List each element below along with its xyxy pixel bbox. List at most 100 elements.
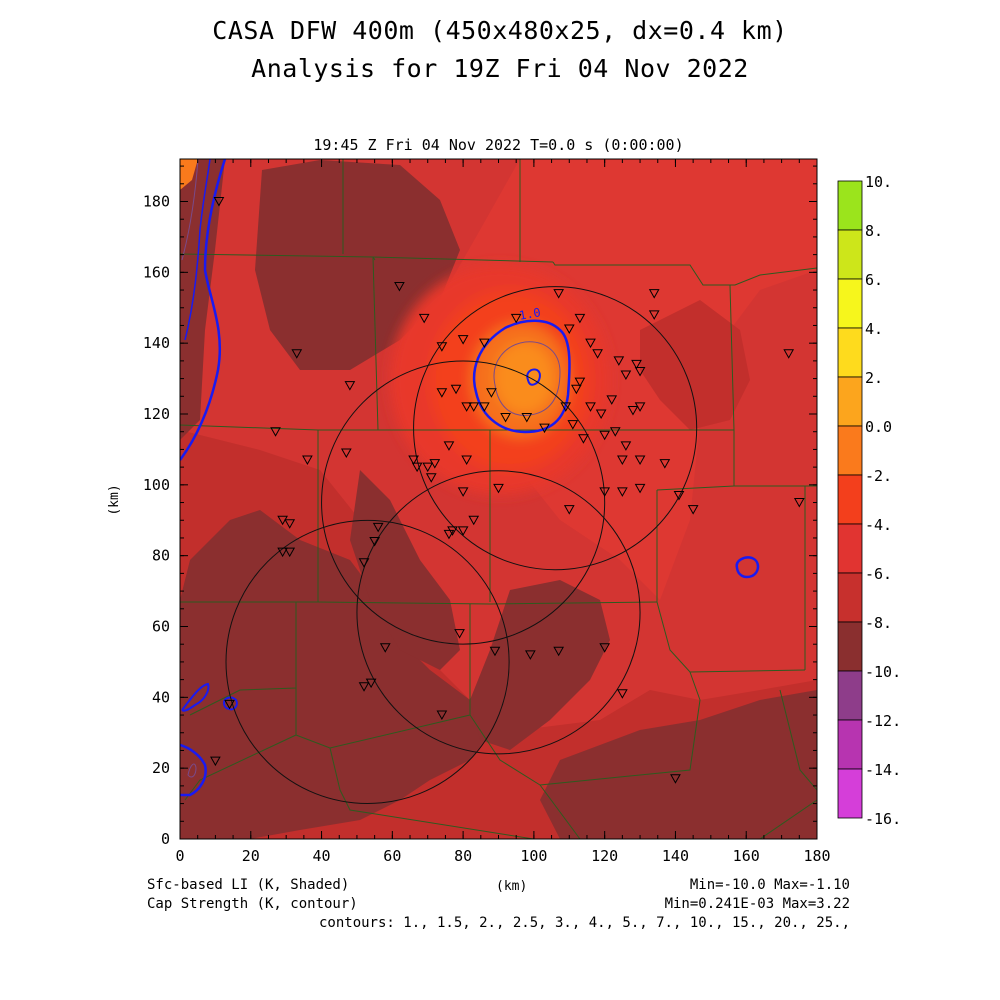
station-marker bbox=[454, 629, 465, 639]
station-marker bbox=[210, 756, 221, 767]
station-marker bbox=[599, 487, 611, 497]
station-marker bbox=[617, 689, 628, 699]
station-marker bbox=[634, 402, 646, 412]
colorbar-label: -16. bbox=[865, 810, 901, 828]
contour-sw-edge1 bbox=[181, 682, 210, 712]
figure-subtitle: Analysis for 19Z Fri 04 Nov 2022 bbox=[251, 54, 749, 83]
station-marker bbox=[340, 448, 352, 458]
station-marker bbox=[224, 699, 235, 710]
station-marker bbox=[620, 370, 632, 381]
station-marker bbox=[436, 710, 448, 721]
colorbar-label: 2. bbox=[865, 369, 883, 387]
station-marker bbox=[634, 455, 646, 466]
y-tick-label: 140 bbox=[143, 334, 170, 352]
colorbar-label: -10. bbox=[865, 663, 901, 681]
shade-east-mid bbox=[640, 300, 750, 430]
y-tick-label: 60 bbox=[152, 618, 170, 636]
contour-sw-edge2 bbox=[180, 743, 207, 797]
shade-core bbox=[390, 265, 610, 495]
y-axis: 0 20 40 60 80 100 120 140 160 180 bbox=[143, 165, 817, 848]
station-marker bbox=[277, 547, 288, 558]
station-marker bbox=[461, 455, 473, 466]
station-marker bbox=[478, 402, 490, 412]
station-marker bbox=[457, 487, 469, 497]
station-marker bbox=[365, 678, 377, 689]
colorbar-swatch bbox=[837, 278, 863, 329]
x-tick-label: 160 bbox=[733, 847, 760, 865]
station-marker bbox=[567, 420, 579, 430]
station-marker bbox=[595, 409, 607, 420]
x-tick-label: 120 bbox=[591, 847, 618, 865]
y-axis-label: (km) bbox=[107, 484, 122, 515]
contour-sw-blob bbox=[222, 696, 238, 711]
radar-rings bbox=[225, 286, 698, 804]
station-marker bbox=[659, 459, 671, 469]
station-marker bbox=[521, 413, 533, 423]
contour-left-inner bbox=[184, 159, 211, 341]
station-marker bbox=[372, 522, 384, 533]
shade-corner-orange bbox=[180, 159, 198, 190]
shade-dark-se bbox=[540, 690, 817, 839]
station-marker bbox=[631, 359, 642, 370]
station-marker bbox=[592, 349, 603, 359]
station-marker bbox=[489, 646, 501, 657]
station-marker bbox=[291, 349, 303, 359]
colorbar-swatch bbox=[837, 523, 863, 574]
colorbar: 10. 8. 6. 4. 2. 0.0 -2. -4. -6. -8. -10. -12. -14. -1… bbox=[837, 173, 901, 828]
station-marker bbox=[563, 324, 575, 335]
station-marker bbox=[447, 526, 458, 536]
radar-ring-1 bbox=[413, 286, 698, 571]
shaded-field-name: Sfc-based LI (K, Shaded) bbox=[147, 877, 350, 893]
colorbar-label: -8. bbox=[865, 614, 892, 632]
radar-ring-4 bbox=[225, 519, 510, 804]
station-marker bbox=[634, 483, 646, 494]
station-marker bbox=[793, 498, 805, 508]
radar-ring-3 bbox=[356, 470, 641, 755]
station-marker bbox=[213, 197, 225, 207]
station-marker bbox=[429, 459, 441, 469]
station-marker bbox=[468, 402, 480, 412]
station-marker bbox=[599, 643, 611, 653]
colorbar-label: 6. bbox=[865, 271, 883, 289]
station-marker bbox=[620, 441, 632, 451]
station-marker bbox=[585, 338, 596, 349]
station-marker bbox=[344, 381, 356, 391]
station-marker bbox=[560, 402, 572, 412]
colorbar-label: 4. bbox=[865, 320, 883, 338]
station-marker bbox=[648, 310, 660, 320]
station-marker bbox=[450, 384, 462, 395]
shade-dark-streak bbox=[350, 470, 460, 670]
station-marker bbox=[436, 342, 448, 352]
contour-value-label: 1.0 bbox=[518, 305, 542, 323]
station-marker bbox=[617, 455, 628, 466]
shaded-field bbox=[180, 159, 817, 839]
station-marker bbox=[358, 682, 370, 692]
station-marker bbox=[277, 515, 288, 526]
station-marker bbox=[571, 384, 582, 395]
contour-field-name: Cap Strength (K, contour) bbox=[147, 896, 358, 912]
cap-contours bbox=[180, 159, 760, 797]
colorbar-swatch bbox=[837, 425, 863, 476]
figure-title: CASA DFW 400m (450x480x25, dx=0.4 km) bbox=[212, 16, 788, 45]
station-marker bbox=[609, 427, 621, 437]
station-marker bbox=[461, 402, 473, 412]
station-marker bbox=[606, 395, 618, 405]
station-marker bbox=[673, 490, 685, 501]
x-tick-label: 20 bbox=[242, 847, 260, 865]
station-marker bbox=[553, 289, 565, 299]
shaded-field-stats: Min=-10.0 Max=-1.10 bbox=[689, 877, 850, 893]
y-tick-label: 80 bbox=[152, 547, 170, 565]
colorbar-swatch bbox=[837, 327, 863, 378]
station-marker bbox=[284, 547, 296, 558]
y-tick-label: 180 bbox=[143, 193, 170, 211]
y-tick-label: 0 bbox=[161, 830, 170, 848]
station-marker bbox=[510, 313, 522, 324]
contour-1-core bbox=[472, 319, 571, 434]
colorbar-label: 10. bbox=[865, 173, 892, 191]
y-tick-label: 40 bbox=[152, 688, 170, 706]
station-marker bbox=[493, 483, 504, 494]
contour-inner-core bbox=[526, 368, 541, 386]
x-tick-label: 100 bbox=[520, 847, 547, 865]
colorbar-label: -4. bbox=[865, 516, 892, 534]
station-marker bbox=[457, 335, 469, 345]
